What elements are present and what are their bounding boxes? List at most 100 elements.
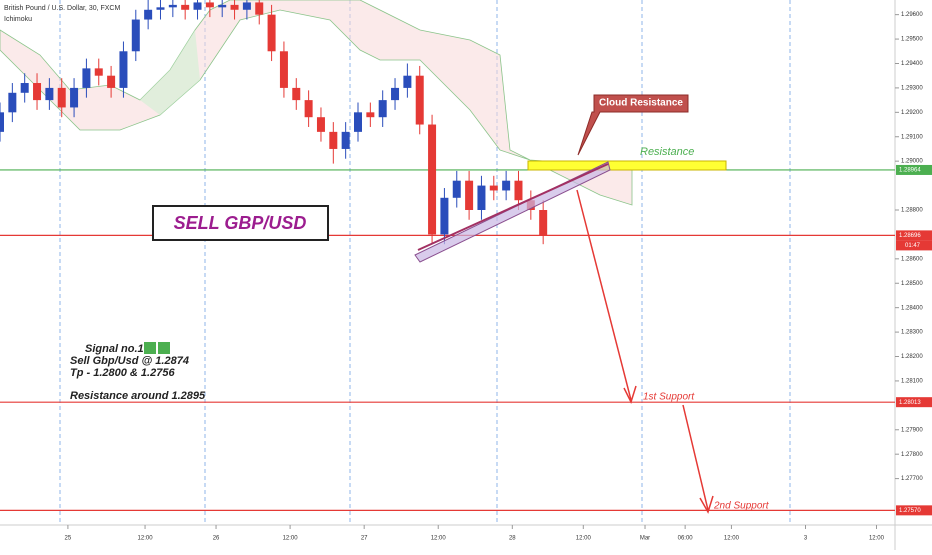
- candle-body: [329, 131, 338, 149]
- candle-body: [428, 124, 437, 235]
- y-tick-label: 1.28600: [901, 256, 923, 262]
- candle-body: [539, 210, 548, 236]
- candle-body: [391, 87, 400, 101]
- support-label: 2nd Support: [713, 501, 770, 512]
- x-tick-label: 28: [509, 536, 516, 542]
- candle-body: [452, 180, 461, 198]
- y-tick-label: 1.28500: [901, 281, 923, 287]
- callout: [577, 94, 689, 156]
- candle-body: [477, 185, 486, 210]
- ichimoku-cloud-green: [140, 30, 200, 115]
- level-label: 1.27570: [899, 508, 921, 514]
- level-tag: [896, 397, 932, 408]
- ichimoku-cloud: [0, 0, 633, 206]
- x-tick-label: 12:00: [869, 536, 885, 542]
- candle-body: [304, 100, 313, 118]
- y-tick-label: 1.29100: [901, 134, 923, 140]
- arrow-head: [623, 385, 637, 404]
- level-label: 1.28013: [899, 400, 921, 406]
- countdown-tag: [896, 240, 932, 251]
- candle-body: [33, 83, 42, 101]
- y-tick-label: 1.27700: [901, 476, 923, 482]
- x-tick-label: 06:00: [678, 536, 694, 542]
- y-tick-label: 1.27800: [901, 452, 923, 458]
- candle-body: [242, 2, 251, 10]
- candle-body: [292, 87, 301, 101]
- candle-body: [341, 131, 350, 149]
- y-tick-label: 1.29200: [901, 110, 923, 116]
- candle-body: [354, 112, 362, 132]
- candle-body: [8, 92, 17, 113]
- candle-body: [168, 4, 177, 8]
- x-tick-label: 12:00: [576, 536, 592, 542]
- candle-body: [131, 19, 140, 52]
- candle-body: [366, 112, 375, 118]
- sell-box: [152, 205, 329, 241]
- candle-body: [0, 112, 4, 132]
- icon: [158, 342, 170, 354]
- candle-body: [45, 87, 54, 101]
- sell-text: SELL GBP/USD: [174, 213, 307, 233]
- candle-body: [489, 185, 498, 191]
- x-tick-label: 12:00: [138, 536, 154, 542]
- note-text: Resistance around 1.2895: [70, 390, 206, 402]
- candle-body: [156, 7, 165, 10]
- y-tick-label: 1.29300: [901, 85, 923, 91]
- candle-body: [94, 68, 103, 76]
- level-tag: [896, 164, 932, 175]
- candle-body: [378, 100, 387, 118]
- icon: [144, 342, 156, 354]
- x-tick-label: 25: [65, 536, 72, 542]
- x-tick-label: 12:00: [724, 536, 740, 542]
- candle-body: [403, 75, 412, 88]
- candle-body: [218, 4, 227, 8]
- trend-line: [417, 163, 609, 251]
- candle-body: [70, 87, 79, 108]
- signal-text: Signal no.1: [85, 343, 144, 355]
- arrow: [682, 404, 709, 511]
- candle-body: [465, 180, 474, 210]
- candle-body: [205, 2, 214, 8]
- resistance-label: Resistance: [640, 146, 694, 158]
- arrow: [576, 189, 632, 401]
- candle-body: [502, 180, 511, 191]
- y-tick-label: 1.29500: [901, 37, 923, 43]
- level-label: 1.28696: [899, 233, 921, 239]
- candle-body: [230, 4, 239, 10]
- level-tag: [896, 230, 932, 241]
- candle-body: [279, 51, 288, 88]
- y-tick-label: 1.29400: [901, 61, 923, 67]
- y-tick-label: 1.28200: [901, 354, 923, 360]
- level-label: 1.28964: [899, 168, 921, 174]
- y-tick-label: 1.27900: [901, 427, 923, 433]
- x-tick-label: 27: [361, 536, 368, 542]
- y-tick-label: 1.28800: [901, 208, 923, 214]
- candle-body: [82, 68, 91, 88]
- title: British Pound / U.S. Dollar, 30, FXCM: [4, 5, 120, 12]
- candle-body: [316, 117, 325, 132]
- entry-text: Sell Gbp/Usd @ 1.2874: [70, 355, 189, 367]
- countdown: 01:47: [905, 243, 921, 249]
- x-tick-label: 12:00: [283, 536, 299, 542]
- candle-body: [440, 197, 449, 235]
- support-label: 1st Support: [643, 392, 695, 403]
- candle-body: [267, 14, 276, 52]
- candle-body: [514, 180, 523, 201]
- callout-text: Cloud Resistance: [599, 98, 683, 109]
- candle-body: [119, 51, 128, 88]
- axes: 1.29600 1.29500 1.29400 1.29300 1.29200 1.291…: [0, 12, 932, 542]
- y-tick-label: 1.28400: [901, 305, 923, 311]
- arrow-head: [699, 495, 714, 514]
- candle-body: [20, 83, 29, 93]
- level-tag: [896, 505, 932, 516]
- candles: [0, 0, 548, 245]
- candle-body: [181, 4, 190, 10]
- candle-body: [144, 9, 153, 20]
- candle-body: [57, 87, 66, 108]
- candle-body: [255, 2, 264, 15]
- y-tick-label: 1.28300: [901, 330, 923, 336]
- y-tick-label: 1.29000: [901, 159, 923, 165]
- x-tick-label: 3: [804, 536, 808, 542]
